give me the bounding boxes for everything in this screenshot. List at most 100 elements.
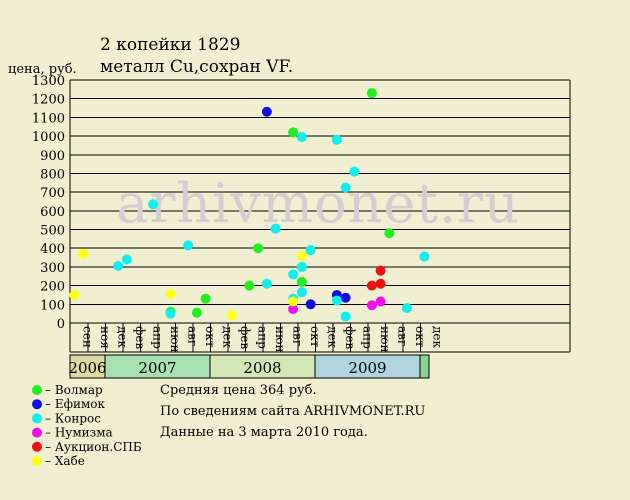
legend-label: – Хабе <box>45 454 85 468</box>
average-price: Средняя цена 364 руб. <box>160 383 317 398</box>
x-tick-label: авг <box>290 326 304 346</box>
data-point <box>69 289 80 300</box>
data-point <box>366 280 377 291</box>
data-point <box>113 260 124 271</box>
data-point <box>296 276 307 287</box>
x-tick-label: дек <box>325 326 339 348</box>
x-tick-label: авг <box>395 326 409 346</box>
data-point <box>305 245 316 256</box>
legend-marker <box>32 385 42 395</box>
x-tick-label: фев <box>133 326 147 349</box>
data-point <box>165 308 176 319</box>
data-point <box>375 265 386 276</box>
data-point <box>183 240 194 251</box>
data-point <box>288 296 299 307</box>
x-tick-label: дек <box>430 326 444 348</box>
data-point <box>305 299 316 310</box>
data-point <box>288 127 299 138</box>
legend-marker <box>32 399 42 410</box>
data-point <box>288 269 299 280</box>
x-tick-label: фев <box>238 326 252 349</box>
data-point <box>296 132 307 143</box>
data-point <box>296 250 307 261</box>
data-point <box>419 251 430 262</box>
y-tick-label: 500 <box>40 224 65 239</box>
legend-marker <box>32 413 42 424</box>
date-note: Данные на 3 марта 2010 года. <box>160 425 368 440</box>
y-tick-label: 300 <box>40 261 65 276</box>
chart-subtitle: металл Cu,сохран VF. <box>100 57 293 77</box>
data-point <box>148 199 159 210</box>
data-point <box>288 303 299 314</box>
data-point <box>296 261 307 272</box>
chart-title: 2 копейки 1829 <box>100 35 240 55</box>
data-point <box>366 88 377 99</box>
x-tick-label: июн <box>378 326 392 352</box>
data-point <box>349 166 360 177</box>
legend-marker <box>32 441 42 452</box>
year-bar: 2006 2007 2008 2009 <box>68 354 430 379</box>
year-cell <box>419 354 430 379</box>
legend-label: – Нумизма <box>45 426 113 440</box>
x-tick-label: апр <box>255 326 269 349</box>
x-tick-label: дек <box>220 326 234 348</box>
x-tick-label: окт <box>308 326 322 348</box>
y-tick-label: 1300 <box>32 74 65 89</box>
data-point <box>384 228 395 239</box>
data-point <box>191 307 202 318</box>
data-point <box>331 134 342 145</box>
y-tick-labels: 0 100 200 300 400 500 600 700 800 900 1000 1100 1200… <box>32 74 65 332</box>
x-tick-label: окт <box>413 326 427 348</box>
data-point <box>340 182 351 193</box>
y-tick-label: 900 <box>40 149 65 164</box>
y-tick-label: 100 <box>40 298 65 313</box>
data-point <box>375 278 386 289</box>
x-tick-label: июн <box>273 326 287 352</box>
x-tick-label: авг <box>185 326 199 346</box>
x-tick-label: окт <box>203 326 217 348</box>
x-tick-label: фев <box>343 326 357 349</box>
data-point <box>261 278 272 289</box>
data-point <box>244 280 255 291</box>
x-tick-label: апр <box>150 326 164 349</box>
y-tick-label: 400 <box>40 242 65 257</box>
y-tick-label: 200 <box>40 280 65 295</box>
legend-marker <box>32 456 42 466</box>
x-tick-label: сен <box>80 326 94 348</box>
y-tick-label: 700 <box>40 186 65 201</box>
data-points <box>69 88 430 322</box>
data-point <box>366 300 377 311</box>
y-tick-label: 1000 <box>32 130 65 145</box>
year-label: 2006 <box>68 359 106 377</box>
y-tick-label: 0 <box>57 317 65 332</box>
watermark: arhivmonet.ru <box>116 172 519 235</box>
data-point <box>165 289 176 300</box>
legend-label: – Ефимок <box>45 397 106 411</box>
data-point <box>296 287 307 298</box>
x-tick-label: ноя <box>98 326 112 349</box>
year-label: 2007 <box>138 359 176 377</box>
data-point <box>401 303 412 314</box>
legend-marker <box>32 427 42 438</box>
year-label: 2009 <box>348 359 386 377</box>
y-axis-label: цена, руб. <box>8 62 77 77</box>
legend-label: – Аукцион.СПБ <box>45 440 142 454</box>
data-point <box>226 310 237 321</box>
x-tick-label: дек <box>115 326 129 348</box>
data-point <box>78 248 89 259</box>
data-point <box>331 295 342 306</box>
data-point <box>375 296 386 307</box>
data-point <box>340 311 351 322</box>
y-tick-label: 600 <box>40 205 65 220</box>
year-label: 2008 <box>243 359 281 377</box>
x-tick-label: апр <box>360 326 374 349</box>
y-tick-label: 1100 <box>32 111 65 126</box>
grid <box>69 79 571 324</box>
month-axis: сен ноя дек фев апр июн авг окт дек фев апр июн авг о… <box>69 323 571 353</box>
legend-label: – Конрос <box>45 411 101 425</box>
data-point <box>253 243 264 254</box>
legend-label: – Волмар <box>45 383 103 397</box>
legend: – Волмар– Ефимок– Конрос– Нумизма– Аукци… <box>32 383 142 468</box>
data-point <box>121 254 132 265</box>
